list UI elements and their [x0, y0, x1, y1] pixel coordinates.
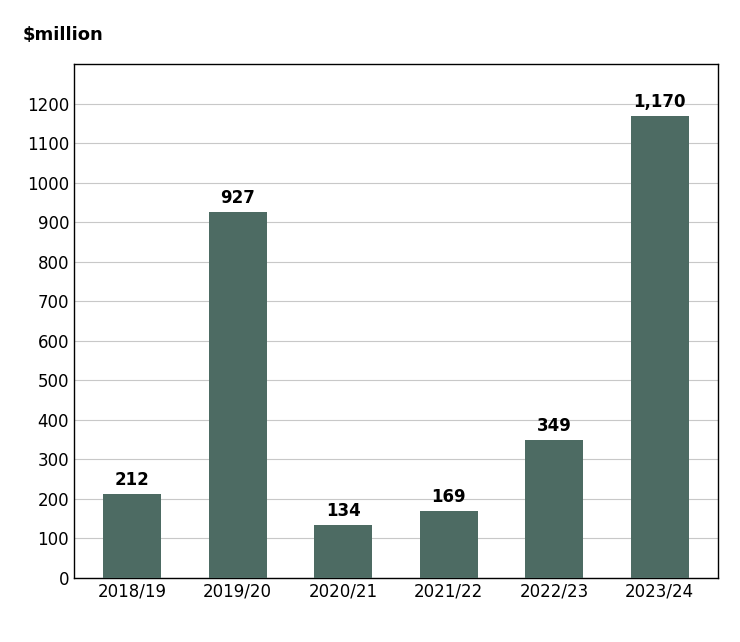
- Text: 169: 169: [431, 489, 466, 507]
- Text: 927: 927: [221, 189, 255, 207]
- Text: 1,170: 1,170: [633, 93, 686, 111]
- Bar: [104, 494, 161, 578]
- Text: 212: 212: [115, 471, 149, 489]
- Bar: [630, 116, 688, 578]
- Bar: [314, 525, 372, 578]
- Text: $million: $million: [22, 26, 104, 44]
- Bar: [525, 440, 583, 578]
- Bar: [420, 511, 477, 578]
- Text: 134: 134: [326, 502, 360, 520]
- Text: 349: 349: [536, 417, 571, 435]
- Bar: [209, 212, 266, 578]
